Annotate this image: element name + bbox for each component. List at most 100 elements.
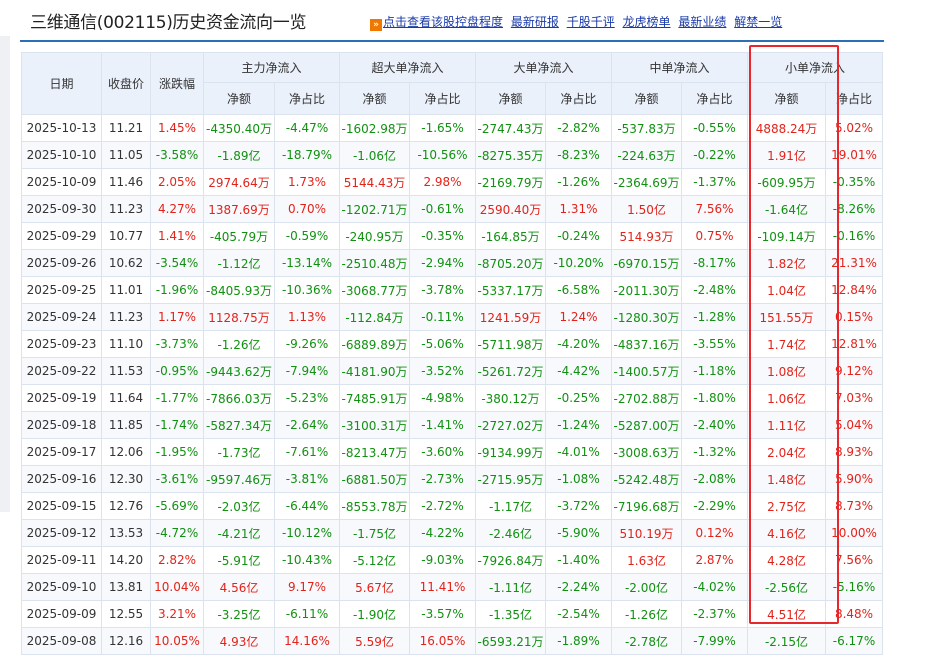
nav-link-unlock[interactable]: 解禁一览 xyxy=(734,15,783,29)
medium-ratio-cell: -1.37% xyxy=(681,168,748,196)
main-ratio-cell: -10.12% xyxy=(274,519,340,547)
close-price-cell: 13.53 xyxy=(101,519,151,547)
super-ratio-cell: 2.98% xyxy=(409,168,476,196)
small-ratio-cell: 12.84% xyxy=(825,276,883,304)
main-ratio-cell: -10.43% xyxy=(274,546,340,574)
small-amount-cell: 1.82亿 xyxy=(747,249,826,277)
date-cell: 2025-10-13 xyxy=(21,114,102,142)
medium-ratio-cell: -4.02% xyxy=(681,573,748,601)
subheader-medium-amount[interactable]: 净额 xyxy=(611,82,682,115)
close-price-cell: 11.23 xyxy=(101,195,151,223)
table-row: 2025-09-30 11.23 4.27% 1387.69万 0.70% -1202.7… xyxy=(21,195,883,223)
nav-link-latest-results[interactable]: 最新业绩 xyxy=(678,15,727,29)
header-large-inflow[interactable]: 大单净流入 xyxy=(475,52,612,83)
nav-link-research[interactable]: 最新研报 xyxy=(510,15,559,29)
table-row: 2025-09-11 14.20 2.82% -5.91亿 -10.43% -5.12亿 -… xyxy=(21,546,883,574)
large-ratio-cell: -1.89% xyxy=(545,627,612,655)
super-amount-cell: -1.75亿 xyxy=(339,519,410,547)
super-amount-cell: 5144.43万 xyxy=(339,168,410,196)
subheader-small-amount[interactable]: 净额 xyxy=(747,82,826,115)
small-ratio-cell: 12.81% xyxy=(825,330,883,358)
close-price-cell: 11.53 xyxy=(101,357,151,385)
main-ratio-cell: -7.61% xyxy=(274,438,340,466)
super-amount-cell: -240.95万 xyxy=(339,222,410,250)
close-price-cell: 14.20 xyxy=(101,546,151,574)
medium-ratio-cell: -1.18% xyxy=(681,357,748,385)
medium-amount-cell: 1.50亿 xyxy=(611,195,682,223)
main-amount-cell: -5827.34万 xyxy=(203,411,275,439)
change-pct-cell: -1.95% xyxy=(150,438,204,466)
large-ratio-cell: -0.24% xyxy=(545,222,612,250)
medium-ratio-cell: -7.99% xyxy=(681,627,748,655)
medium-amount-cell: -4837.16万 xyxy=(611,330,682,358)
large-ratio-cell: -2.82% xyxy=(545,114,612,142)
large-amount-cell: -6593.21万 xyxy=(475,627,546,655)
header-date[interactable]: 日期 xyxy=(21,52,102,115)
subheader-super-amount[interactable]: 净额 xyxy=(339,82,410,115)
main-amount-cell: -2.03亿 xyxy=(203,492,275,520)
date-cell: 2025-09-22 xyxy=(21,357,102,385)
header-close-price[interactable]: 收盘价 xyxy=(101,52,151,115)
super-ratio-cell: -5.06% xyxy=(409,330,476,358)
header-change-pct[interactable]: 涨跌幅 xyxy=(150,52,204,115)
small-amount-cell: 1.74亿 xyxy=(747,330,826,358)
medium-ratio-cell: -3.55% xyxy=(681,330,748,358)
date-cell: 2025-09-30 xyxy=(21,195,102,223)
super-amount-cell: -2510.48万 xyxy=(339,249,410,277)
super-amount-cell: -7485.91万 xyxy=(339,384,410,412)
change-pct-cell: 10.04% xyxy=(150,573,204,601)
large-ratio-cell: -5.90% xyxy=(545,519,612,547)
subheader-large-amount[interactable]: 净额 xyxy=(475,82,546,115)
medium-amount-cell: -1280.30万 xyxy=(611,303,682,331)
main-ratio-cell: -13.14% xyxy=(274,249,340,277)
main-amount-cell: 4.56亿 xyxy=(203,573,275,601)
subheader-large-ratio[interactable]: 净占比 xyxy=(545,82,612,115)
super-amount-cell: 5.67亿 xyxy=(339,573,410,601)
table-row: 2025-09-22 11.53 -0.95% -9443.62万 -7.94% -418… xyxy=(21,357,883,385)
date-cell: 2025-09-17 xyxy=(21,438,102,466)
subheader-main-amount[interactable]: 净额 xyxy=(203,82,275,115)
change-pct-cell: 10.05% xyxy=(150,627,204,655)
super-amount-cell: -3100.31万 xyxy=(339,411,410,439)
large-amount-cell: -2.46亿 xyxy=(475,519,546,547)
table-row: 2025-09-15 12.76 -5.69% -2.03亿 -6.44% -8553.7… xyxy=(21,492,883,520)
small-amount-cell: 151.55万 xyxy=(747,303,826,331)
large-amount-cell: -1.17亿 xyxy=(475,492,546,520)
table-row: 2025-10-10 11.05 -3.58% -1.89亿 -18.79% -1.06亿… xyxy=(21,141,883,169)
subheader-medium-ratio[interactable]: 净占比 xyxy=(681,82,748,115)
main-amount-cell: 2974.64万 xyxy=(203,168,275,196)
nav-link-dragon-tiger[interactable]: 龙虎榜单 xyxy=(622,15,671,29)
main-ratio-cell: 0.70% xyxy=(274,195,340,223)
super-amount-cell: -1602.98万 xyxy=(339,114,410,142)
double-arrow-icon: » xyxy=(370,19,382,31)
close-price-cell: 12.55 xyxy=(101,600,151,628)
change-pct-cell: -4.72% xyxy=(150,519,204,547)
main-ratio-cell: -6.11% xyxy=(274,600,340,628)
header-main-inflow[interactable]: 主力净流入 xyxy=(203,52,340,83)
small-amount-cell: 1.91亿 xyxy=(747,141,826,169)
header-small-inflow[interactable]: 小单净流入 xyxy=(747,52,883,83)
nav-link-control-degree[interactable]: 点击查看该股控盘程度 xyxy=(383,15,504,29)
title-underline xyxy=(20,40,884,42)
header-medium-inflow[interactable]: 中单净流入 xyxy=(611,52,748,83)
date-cell: 2025-09-26 xyxy=(21,249,102,277)
subheader-main-ratio[interactable]: 净占比 xyxy=(274,82,340,115)
header-super-large-inflow[interactable]: 超大单净流入 xyxy=(339,52,476,83)
nav-link-stock-review[interactable]: 千股千评 xyxy=(566,15,615,29)
small-amount-cell: -2.56亿 xyxy=(747,573,826,601)
medium-ratio-cell: -1.28% xyxy=(681,303,748,331)
small-ratio-cell: -0.35% xyxy=(825,168,883,196)
small-ratio-cell: -5.16% xyxy=(825,573,883,601)
super-amount-cell: -5.12亿 xyxy=(339,546,410,574)
super-amount-cell: -112.84万 xyxy=(339,303,410,331)
medium-amount-cell: -1.26亿 xyxy=(611,600,682,628)
main-amount-cell: -4.21亿 xyxy=(203,519,275,547)
super-ratio-cell: -10.56% xyxy=(409,141,476,169)
medium-ratio-cell: -2.48% xyxy=(681,276,748,304)
subheader-super-ratio[interactable]: 净占比 xyxy=(409,82,476,115)
medium-ratio-cell: -1.32% xyxy=(681,438,748,466)
date-cell: 2025-09-12 xyxy=(21,519,102,547)
main-ratio-cell: 1.13% xyxy=(274,303,340,331)
subheader-small-ratio[interactable]: 净占比 xyxy=(825,82,883,115)
left-gray-strip xyxy=(0,36,10,512)
